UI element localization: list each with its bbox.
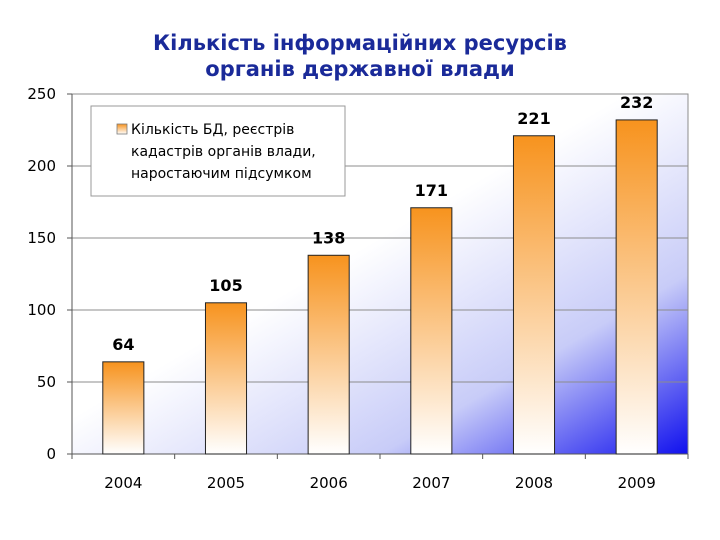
- legend-box: [90, 105, 346, 197]
- legend-label-line-2: кадастрів органів влади,: [131, 144, 316, 160]
- bar-2006: [307, 254, 350, 455]
- x-tick-label-2005: 2005: [207, 474, 245, 492]
- data-label-2008: 221: [517, 109, 550, 128]
- x-tick-label-2006: 2006: [310, 474, 348, 492]
- data-label-2007: 171: [415, 181, 448, 200]
- data-label-2005: 105: [209, 276, 242, 295]
- bar-2004: [102, 361, 145, 455]
- chart-title-line-2: органів державної влади: [205, 57, 515, 81]
- legend-label-line-3: наростаючим підсумком: [131, 166, 312, 182]
- y-tick-label: 0: [46, 445, 56, 463]
- data-label-2006: 138: [312, 228, 345, 247]
- chart-title: Кількість інформаційних ресурсів органів…: [0, 30, 720, 82]
- data-label-2009: 232: [620, 93, 653, 112]
- data-label-2004: 64: [112, 335, 134, 354]
- chart-title-line-1: Кількість інформаційних ресурсів: [153, 31, 567, 55]
- bars: [102, 119, 658, 455]
- legend-key: [116, 123, 128, 135]
- legend-label-line-1: Кількість БД, реєстрів: [131, 122, 294, 138]
- x-tick-label-2004: 2004: [104, 474, 142, 492]
- y-tick-label: 150: [27, 229, 56, 247]
- data-labels: 64 105 138 171 221 232: [112, 93, 653, 354]
- y-tick-label: 100: [27, 301, 56, 319]
- x-axis-ticks: 2004 2005 2006 2007 2008 2009: [71, 454, 689, 492]
- bar-2008: [512, 135, 556, 455]
- x-tick-label-2009: 2009: [618, 474, 656, 492]
- bar-2007: [410, 207, 453, 455]
- bar-2009: [615, 119, 658, 455]
- y-tick-label: 50: [37, 373, 56, 391]
- y-axis-ticks: 0 50 100 150 200 250: [27, 85, 72, 463]
- y-tick-label: 200: [27, 157, 56, 175]
- y-tick-label: 250: [27, 85, 56, 103]
- x-tick-label-2007: 2007: [412, 474, 450, 492]
- x-tick-label-2008: 2008: [515, 474, 553, 492]
- bar-2005: [204, 302, 248, 455]
- legend: Кількість БД, реєстрів кадастрів органів…: [90, 105, 346, 197]
